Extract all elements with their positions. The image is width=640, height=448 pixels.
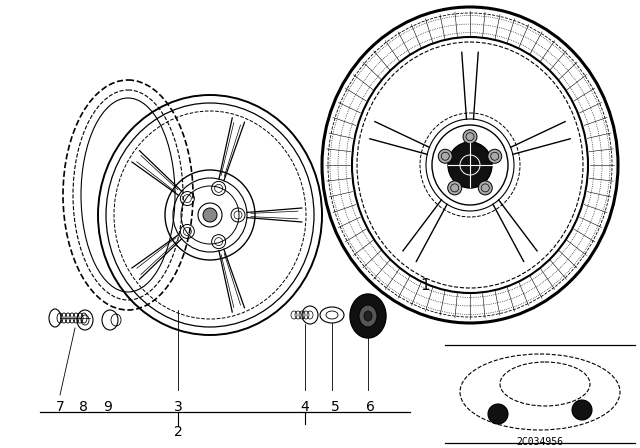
Circle shape [572,400,592,420]
Ellipse shape [350,294,386,338]
Text: 6: 6 [365,400,374,414]
Text: 5: 5 [331,400,339,414]
Ellipse shape [364,311,372,321]
Text: 2C034956: 2C034956 [516,437,563,447]
Ellipse shape [359,305,377,327]
Ellipse shape [463,130,477,144]
Circle shape [488,404,508,424]
Text: 4: 4 [301,400,309,414]
Ellipse shape [203,208,217,222]
Text: 2: 2 [173,425,182,439]
Ellipse shape [438,149,452,163]
Ellipse shape [488,149,502,163]
Text: 1: 1 [420,277,429,293]
Text: 7: 7 [56,400,65,414]
Ellipse shape [448,142,492,188]
Text: 8: 8 [79,400,88,414]
Text: 3: 3 [173,400,182,414]
Ellipse shape [448,181,461,195]
Ellipse shape [478,181,492,195]
Text: 9: 9 [104,400,113,414]
